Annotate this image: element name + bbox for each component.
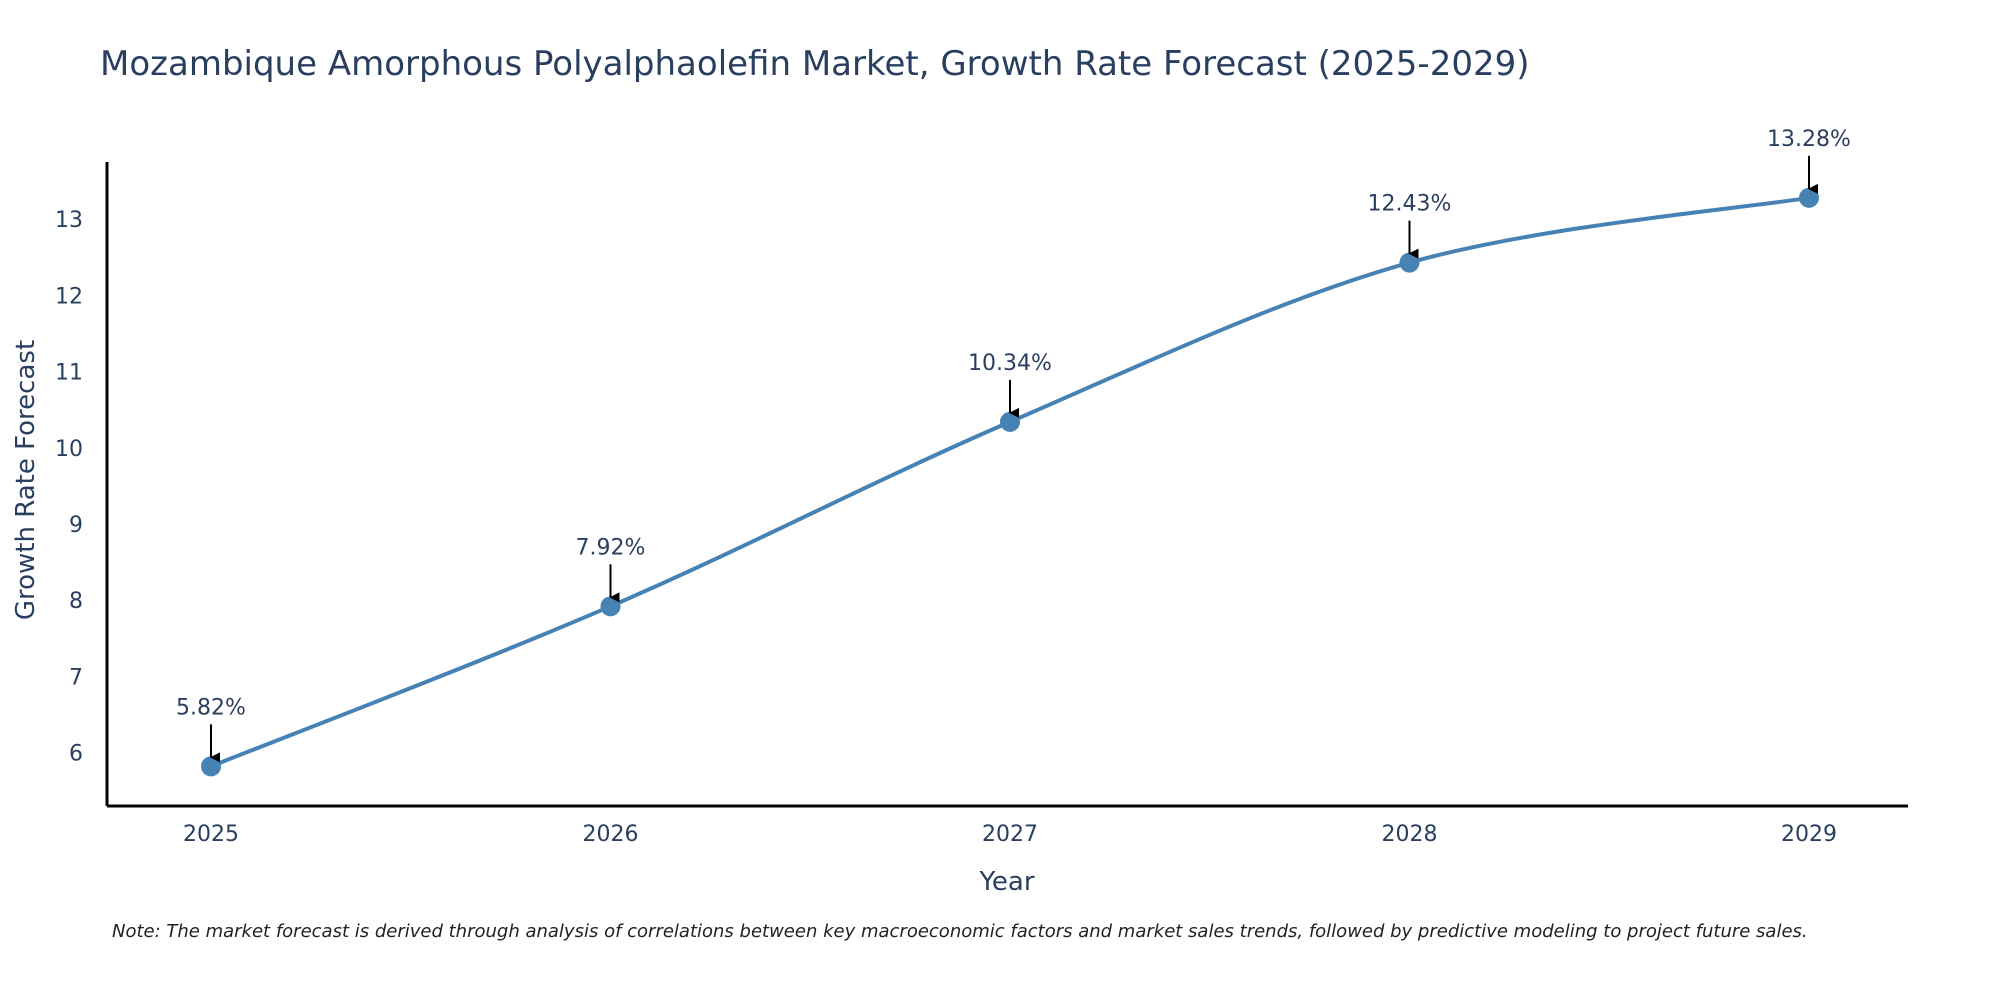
data-label: 5.82% xyxy=(176,695,246,720)
data-labels: 5.82% 7.92% 10.34% 12.43% 13.28% xyxy=(176,127,1851,763)
data-point xyxy=(600,596,621,617)
data-point xyxy=(1000,411,1020,432)
data-points xyxy=(201,187,1819,777)
data-point xyxy=(201,756,221,777)
data-label: 13.28% xyxy=(1767,127,1851,152)
x-tick-label: 2025 xyxy=(183,822,239,847)
data-point xyxy=(1399,252,1420,273)
y-tick-label: 10 xyxy=(55,437,83,462)
x-axis-title: Year xyxy=(978,867,1034,897)
series-line xyxy=(210,195,1810,769)
data-label: 12.43% xyxy=(1368,192,1452,217)
chart-title: Mozambique Amorphous Polyalphaolefin Mar… xyxy=(100,44,1530,84)
y-tick-label: 11 xyxy=(55,361,83,386)
series-line-group xyxy=(210,195,1810,769)
y-tick-label: 7 xyxy=(69,665,83,690)
x-tick-label: 2028 xyxy=(1382,822,1438,847)
y-tick-label: 12 xyxy=(55,284,83,309)
y-tick-label: 6 xyxy=(69,742,83,767)
y-tick-label: 13 xyxy=(55,208,83,233)
data-label: 10.34% xyxy=(968,351,1052,376)
data-point xyxy=(1799,187,1819,208)
chart-note: Note: The market forecast is derived thr… xyxy=(112,921,1808,942)
y-tick-label: 8 xyxy=(69,589,83,614)
x-tick-label: 2027 xyxy=(982,822,1038,847)
x-tick-label: 2029 xyxy=(1781,822,1837,847)
data-label: 7.92% xyxy=(576,535,646,560)
x-tick-label: 2026 xyxy=(583,822,639,847)
y-axis-title: Growth Rate Forecast xyxy=(11,340,41,620)
axes xyxy=(105,162,1908,808)
tick-labels: 6 7 8 9 10 11 12 13 2025 2026 2027 2028 2029 xyxy=(55,208,1837,847)
y-tick-label: 9 xyxy=(69,513,83,538)
